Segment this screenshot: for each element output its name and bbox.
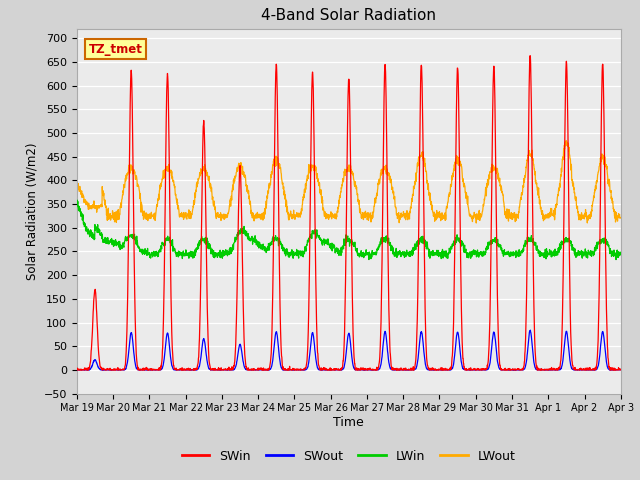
Legend: SWin, SWout, LWin, LWout: SWin, SWout, LWin, LWout [177, 444, 521, 468]
Title: 4-Band Solar Radiation: 4-Band Solar Radiation [261, 9, 436, 24]
X-axis label: Time: Time [333, 416, 364, 429]
Y-axis label: Solar Radiation (W/m2): Solar Radiation (W/m2) [25, 143, 38, 280]
Text: TZ_tmet: TZ_tmet [89, 43, 143, 56]
